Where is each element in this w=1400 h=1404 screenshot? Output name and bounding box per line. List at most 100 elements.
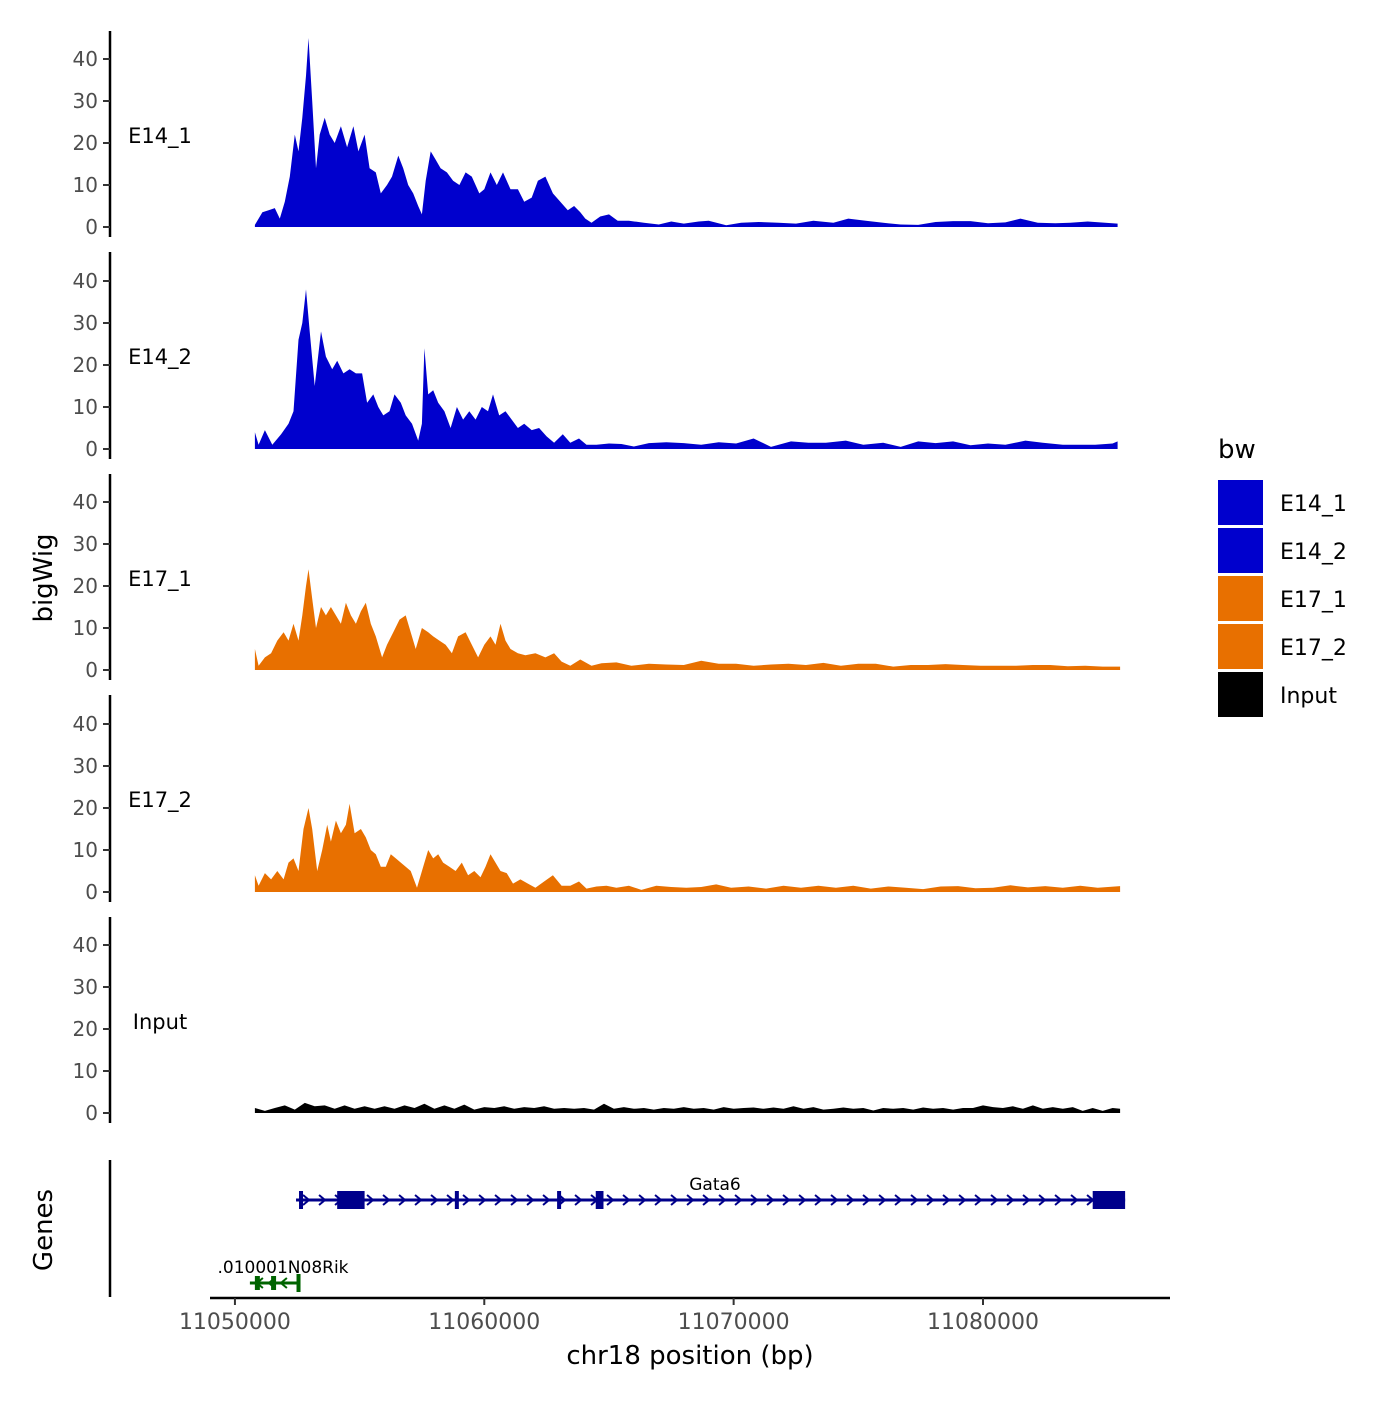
legend-key (1218, 480, 1263, 525)
strand-arrow (958, 1194, 967, 1206)
strand-arrow (654, 1194, 663, 1206)
exon-mark (595, 1191, 600, 1209)
legend-label: E17_1 (1280, 588, 1347, 613)
legend-label: E14_2 (1280, 540, 1347, 565)
legend-item: Input (1218, 672, 1337, 717)
strand-arrow (750, 1194, 759, 1206)
strand-arrow (798, 1194, 807, 1206)
y-tick-label: 10 (73, 616, 98, 640)
exon-mark (296, 1274, 301, 1292)
exon-mark (299, 1191, 304, 1209)
legend-item: E17_2 (1218, 624, 1347, 669)
legend-item: E14_1 (1218, 480, 1347, 525)
legend-key (1218, 528, 1263, 573)
exon-block (337, 1191, 365, 1209)
strand-arrow (430, 1194, 439, 1206)
track-input: 0 10 20 30 40 Input (73, 917, 1121, 1125)
strand-arrow (510, 1194, 519, 1206)
track-e14-2: 0 10 20 30 40 E14_2 (73, 252, 1118, 461)
strand-arrow (302, 1194, 311, 1206)
y-tick-label: 0 (85, 658, 98, 682)
y-tick-label: 10 (73, 173, 98, 197)
track-area (254, 289, 1118, 449)
strand-arrow (846, 1194, 855, 1206)
x-axis: 11050000 11060000 11070000 11080000 (179, 1296, 1170, 1335)
y-tick-label: 20 (73, 131, 98, 155)
legend-key (1218, 576, 1263, 621)
y-tick-label: 40 (73, 490, 98, 514)
track-area (254, 38, 1118, 227)
legend-title: bw (1218, 435, 1256, 465)
strand-arrow (862, 1194, 871, 1206)
strand-arrow (766, 1194, 775, 1206)
legend-key (1218, 624, 1263, 669)
strand-arrow (1038, 1194, 1047, 1206)
exon-block (271, 1276, 277, 1290)
strand-arrow (318, 1194, 327, 1206)
legend-item: E17_1 (1218, 576, 1347, 621)
track-label: E14_1 (128, 124, 192, 149)
strand-arrow (1006, 1194, 1015, 1206)
x-tick-label: 11070000 (678, 1310, 790, 1335)
x-tick-label: 11050000 (179, 1310, 291, 1335)
strand-arrow (782, 1194, 791, 1206)
strand-arrow (878, 1194, 887, 1206)
x-tick-label: 11060000 (428, 1310, 540, 1335)
strand-arrow (1070, 1194, 1079, 1206)
y-tick-label: 0 (85, 880, 98, 904)
exon-mark (557, 1191, 562, 1209)
gene-gata6: Gata6 (296, 1175, 1126, 1209)
track-label: E14_2 (128, 345, 192, 370)
track-area (254, 569, 1121, 670)
track-label: E17_1 (128, 567, 192, 592)
strand-arrow (1054, 1194, 1063, 1206)
y-tick-label: 20 (73, 574, 98, 598)
track-e17-1: 0 10 20 30 40 E17_1 (73, 474, 1121, 682)
y-tick-label: 20 (73, 1017, 98, 1041)
exon-mark (454, 1191, 459, 1209)
strand-arrow (974, 1194, 983, 1206)
y-tick-label: 40 (73, 269, 98, 293)
y-tick-label: 10 (73, 395, 98, 419)
track-label: Input (133, 1010, 187, 1034)
y-tick-label: 30 (73, 89, 98, 113)
legend-label: Input (1280, 684, 1337, 709)
y-tick-label: 30 (73, 975, 98, 999)
exon-block (254, 1276, 260, 1290)
strand-arrow (1022, 1194, 1031, 1206)
strand-arrow (526, 1194, 535, 1206)
strand-arrow (702, 1194, 711, 1206)
legend: bw E14_1 E14_2 E17_1 E17_2 Input (1218, 435, 1347, 717)
strand-arrow (398, 1194, 407, 1206)
y-tick-label: 20 (73, 353, 98, 377)
strand-arrow (718, 1194, 727, 1206)
strand-arrow (574, 1194, 583, 1206)
y-tick-label: 30 (73, 532, 98, 556)
y-tick-label: 20 (73, 796, 98, 820)
gene-label: Gata6 (689, 1175, 741, 1195)
track-e17-2: 0 10 20 30 40 E17_2 (73, 695, 1121, 904)
y-axis-title: bigWig (29, 533, 59, 622)
gene-2010001n08rik: .010001N08Rik (217, 1258, 349, 1292)
x-tick-label: 11080000 (927, 1310, 1039, 1335)
legend-key (1218, 672, 1263, 717)
strand-arrow (942, 1194, 951, 1206)
genes-layer: Gata6 .010001N08Rik (108, 1160, 1126, 1297)
tracks-layer: 0 10 20 30 40 E14_1 0 10 20 30 40 E14_2 0 10 20 30 40 E17… (73, 31, 1121, 1125)
strand-arrow (814, 1194, 823, 1206)
strand-arrow (990, 1194, 999, 1206)
strand-arrow (926, 1194, 935, 1206)
y-tick-label: 40 (73, 47, 98, 71)
gene-label: .010001N08Rik (217, 1258, 348, 1278)
legend-item: E14_2 (1218, 528, 1347, 573)
y-tick-label: 10 (73, 1059, 98, 1083)
strand-arrow (279, 1277, 288, 1289)
strand-arrow (462, 1194, 471, 1206)
strand-arrow (670, 1194, 679, 1206)
legend-label: E14_1 (1280, 492, 1347, 517)
y-tick-label: 30 (73, 754, 98, 778)
strand-arrow (542, 1194, 551, 1206)
strand-arrow (734, 1194, 743, 1206)
